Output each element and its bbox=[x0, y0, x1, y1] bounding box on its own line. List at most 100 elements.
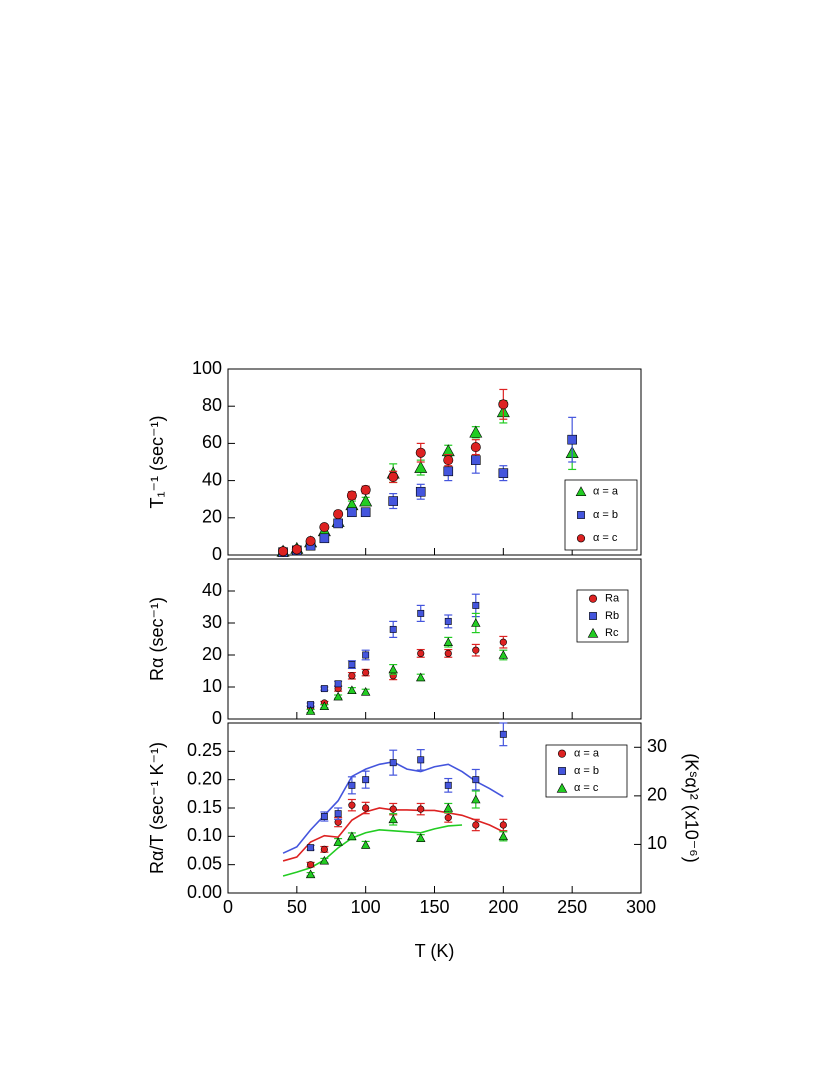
marker bbox=[305, 536, 316, 547]
legend-marker bbox=[588, 594, 598, 603]
marker bbox=[414, 460, 428, 473]
marker bbox=[348, 801, 356, 809]
marker bbox=[359, 494, 373, 507]
marker bbox=[472, 646, 480, 654]
x-tick-label: 200 bbox=[488, 897, 518, 917]
marker bbox=[470, 442, 481, 453]
marker bbox=[347, 831, 357, 841]
marker bbox=[498, 650, 509, 659]
y-tick-label: 0.05 bbox=[187, 853, 222, 873]
marker bbox=[415, 447, 426, 458]
marker bbox=[444, 649, 452, 657]
marker bbox=[470, 455, 481, 465]
marker bbox=[346, 490, 357, 501]
marker bbox=[360, 840, 371, 849]
legend-marker bbox=[558, 767, 566, 775]
legend-label: Rc bbox=[605, 627, 619, 639]
marker bbox=[319, 855, 330, 865]
marker bbox=[443, 803, 453, 812]
marker bbox=[347, 507, 357, 518]
marker bbox=[360, 484, 371, 495]
marker bbox=[320, 685, 328, 693]
marker bbox=[333, 509, 344, 520]
marker bbox=[362, 651, 370, 659]
legend-label: α = c bbox=[574, 782, 599, 794]
marker bbox=[320, 813, 328, 820]
y-tick-label: 0 bbox=[212, 708, 222, 728]
y-tick-label: 80 bbox=[202, 395, 222, 415]
y-tick-label: 10 bbox=[202, 676, 222, 696]
marker bbox=[388, 496, 399, 506]
marker bbox=[305, 706, 316, 715]
legend-label: α = b bbox=[574, 765, 599, 777]
x-tick-label: 100 bbox=[351, 897, 381, 917]
x-tick-label: 250 bbox=[557, 897, 587, 917]
y-axis-label: Rα/T (sec⁻¹ K⁻¹) bbox=[147, 742, 167, 874]
marker bbox=[333, 518, 343, 529]
marker bbox=[334, 810, 342, 818]
marker bbox=[362, 804, 370, 812]
marker bbox=[417, 756, 425, 764]
marker bbox=[443, 466, 454, 477]
marker bbox=[389, 805, 397, 813]
y-tick-label: 100 bbox=[192, 358, 222, 378]
marker bbox=[348, 781, 356, 789]
legend-label: Ra bbox=[605, 593, 620, 605]
marker bbox=[469, 425, 483, 438]
y-tick-label: 0.10 bbox=[187, 825, 222, 845]
marker bbox=[362, 669, 370, 677]
marker bbox=[417, 649, 425, 657]
y-tick-label: 0.00 bbox=[187, 882, 222, 902]
marker bbox=[498, 399, 509, 410]
legend-label: α = b bbox=[593, 509, 618, 521]
marker bbox=[472, 776, 480, 784]
marker bbox=[443, 455, 454, 466]
legend-marker bbox=[576, 534, 586, 543]
marker bbox=[360, 686, 371, 696]
marker bbox=[360, 507, 371, 518]
marker bbox=[499, 730, 507, 738]
y-axis-label: Rα (sec⁻¹) bbox=[147, 597, 167, 681]
marker bbox=[388, 814, 398, 824]
marker bbox=[388, 471, 399, 482]
marker bbox=[444, 781, 452, 789]
y-axis-label: T₁⁻¹ (sec⁻¹) bbox=[147, 415, 167, 508]
marker bbox=[389, 759, 397, 767]
legend-box bbox=[576, 589, 629, 643]
y-tick-label: 40 bbox=[202, 580, 222, 600]
marker bbox=[334, 680, 342, 688]
marker bbox=[307, 844, 315, 852]
marker bbox=[567, 434, 577, 445]
legend-marker bbox=[577, 511, 585, 519]
marker bbox=[362, 776, 370, 784]
y2-tick-label: 10 bbox=[647, 833, 667, 853]
marker bbox=[347, 685, 357, 695]
y-tick-label: 30 bbox=[202, 612, 222, 632]
x-axis-label: T (K) bbox=[415, 941, 455, 961]
marker bbox=[416, 672, 426, 682]
marker bbox=[291, 544, 302, 555]
marker bbox=[333, 691, 343, 701]
marker bbox=[471, 794, 481, 804]
legend-label: α = a bbox=[593, 486, 619, 498]
legend-label: α = a bbox=[574, 748, 600, 760]
y2-tick-label: 30 bbox=[647, 736, 667, 756]
marker bbox=[305, 869, 316, 879]
marker bbox=[415, 486, 426, 497]
y-tick-label: 60 bbox=[202, 432, 222, 452]
y2-tick-label: 20 bbox=[647, 785, 667, 805]
marker bbox=[417, 805, 425, 813]
legend-label: Rb bbox=[605, 610, 619, 622]
marker bbox=[444, 814, 452, 822]
y2-axis-label: (Kˢα)² (x10⁻⁶) bbox=[681, 753, 701, 862]
marker bbox=[472, 601, 480, 609]
y-tick-label: 0.15 bbox=[187, 797, 222, 817]
x-tick-label: 0 bbox=[223, 897, 233, 917]
marker bbox=[498, 468, 509, 478]
y-tick-label: 0.20 bbox=[187, 768, 222, 788]
y-tick-label: 40 bbox=[202, 469, 222, 489]
legend-marker bbox=[589, 612, 597, 620]
marker bbox=[333, 837, 343, 846]
marker bbox=[444, 617, 452, 625]
x-tick-label: 300 bbox=[626, 897, 656, 917]
